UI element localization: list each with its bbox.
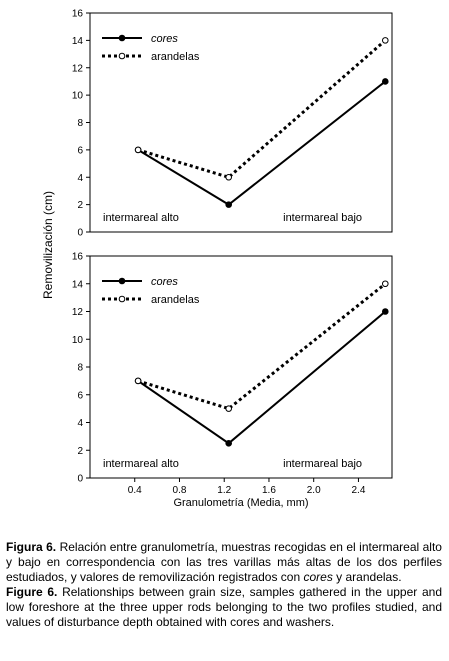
- legend-label: cores: [151, 276, 178, 288]
- annotation: intermareal bajo: [283, 212, 362, 224]
- plot-frame: [89, 255, 393, 479]
- data-point: [381, 280, 389, 288]
- x-tick-label: 1.6: [262, 485, 276, 496]
- y-tick-label: 12: [72, 63, 84, 74]
- legend-marker: [118, 52, 126, 60]
- y-tick-label: 0: [77, 474, 83, 485]
- series-line: [137, 80, 386, 206]
- caption-en: Figure 6. Relationships between grain si…: [6, 585, 442, 630]
- y-tick-label: 16: [72, 252, 84, 263]
- data-point: [225, 440, 232, 447]
- y-tick-label: 10: [72, 335, 84, 346]
- y-tick-label: 4: [77, 418, 83, 429]
- y-tick-label: 2: [77, 200, 83, 211]
- x-tick-label: 1.2: [217, 485, 231, 496]
- x-tick-label: 0.4: [128, 485, 142, 496]
- y-tick-label: 6: [77, 390, 83, 401]
- y-tick-label: 0: [77, 228, 83, 239]
- y-tick-label: 4: [77, 173, 83, 184]
- x-tick-label: 0.8: [173, 485, 187, 496]
- series-line: [137, 282, 387, 411]
- series-line: [137, 39, 387, 179]
- x-axis-label: Granulometría (Media, mm): [173, 497, 308, 509]
- data-point: [225, 173, 232, 181]
- data-point: [381, 308, 389, 315]
- legend-marker: [118, 34, 126, 42]
- legend-label: arandelas: [151, 294, 200, 306]
- y-tick-label: 16: [72, 9, 84, 20]
- annotation: intermareal alto: [103, 212, 179, 224]
- y-axis-label: Removilización (cm): [41, 191, 55, 299]
- data-point: [134, 377, 142, 385]
- y-tick-label: 14: [72, 36, 84, 47]
- caption-text: y arandelas.: [332, 570, 402, 584]
- figure: Removilización (cm) Granulometría (Media…: [41, 9, 393, 509]
- caption: Figura 6. Relación entre granulometría, …: [6, 540, 442, 630]
- legend-label: cores: [151, 33, 178, 45]
- caption-text: Relationships between grain size, sample…: [6, 585, 442, 629]
- data-point: [381, 37, 389, 44]
- caption-italic: cores: [303, 570, 333, 584]
- legend-label: arandelas: [151, 51, 200, 63]
- y-tick-label: 14: [72, 279, 84, 290]
- annotation: intermareal bajo: [283, 458, 362, 470]
- caption-text: Relación entre granulometría, muestras r…: [6, 540, 442, 584]
- annotation: intermareal alto: [103, 458, 179, 470]
- data-point: [134, 146, 142, 154]
- legend-marker: [118, 295, 126, 303]
- caption-label: Figure 6.: [6, 585, 58, 599]
- data-point: [225, 201, 232, 208]
- x-tick-label: 2.4: [351, 485, 365, 496]
- legend-marker: [118, 277, 126, 285]
- y-tick-label: 8: [77, 363, 83, 374]
- y-tick-label: 2: [77, 446, 83, 457]
- data-point: [225, 405, 232, 412]
- caption-label: Figura 6.: [6, 540, 57, 554]
- y-tick-label: 8: [77, 118, 83, 129]
- data-point: [381, 78, 389, 85]
- series-line: [137, 310, 386, 445]
- y-tick-label: 12: [72, 307, 84, 318]
- plot-frame: [89, 12, 393, 233]
- y-tick-label: 6: [77, 145, 83, 156]
- x-tick-label: 2.0: [307, 485, 321, 496]
- caption-es: Figura 6. Relación entre granulometría, …: [6, 540, 442, 585]
- y-tick-label: 10: [72, 91, 84, 102]
